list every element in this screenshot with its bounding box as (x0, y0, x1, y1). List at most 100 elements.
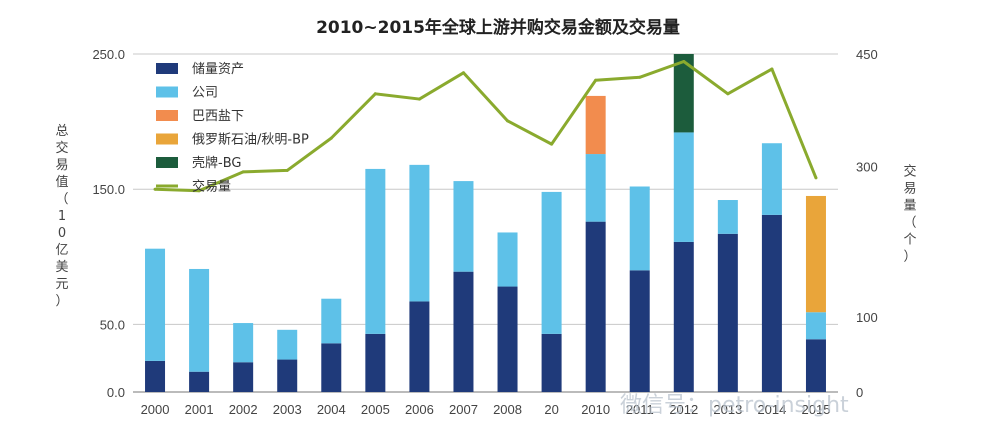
x-tick-label: 2014 (757, 402, 786, 417)
bar-2010-series-1 (585, 154, 606, 222)
bar-2012-series-1 (673, 132, 694, 242)
legend-label-3: 俄罗斯石油/秋明-BP (192, 133, 309, 148)
line-point-2003 (285, 168, 289, 172)
line-point-2005 (373, 92, 377, 96)
bar-2009-series-1 (541, 191, 562, 334)
line-point-2004 (329, 136, 333, 140)
y-axis-left-label-text: 总交易值（ 1 0 亿美元） (55, 124, 68, 309)
bar-2014-series-1 (761, 143, 782, 215)
legend-label-2: 巴西盐下 (192, 109, 244, 124)
y-left-tick-label: 50.0 (100, 317, 125, 332)
bar-2009-series-0 (541, 333, 562, 392)
chart-title: 2010~2015年全球上游并购交易金额及交易量 (316, 17, 680, 38)
bar-2015-series-1 (805, 312, 826, 340)
line-point-2001 (197, 189, 201, 193)
y-right-tick-label: 0 (856, 385, 863, 400)
bar-2000-series-1 (145, 248, 166, 361)
y-axis-left-label: 总交易值（ 1 0 亿美元） (55, 124, 68, 309)
legend-swatch-3 (156, 133, 178, 145)
legend-swatch-0 (156, 63, 178, 74)
bar-2000-series-0 (145, 360, 166, 392)
y-axis-right-label-text: 交易量（个） (903, 164, 916, 265)
bar-2014-series-0 (761, 214, 782, 392)
y-right-tick-label: 100 (856, 310, 878, 325)
y-axis-left: 0.0 50.0 150.0 250.0 (92, 47, 125, 400)
x-tick-label: 2002 (229, 402, 258, 417)
bar-2013-series-0 (717, 233, 738, 392)
x-tick-label: 2010 (581, 402, 610, 417)
bar-2013-series-1 (717, 200, 738, 234)
line-point-2015 (814, 176, 818, 180)
y-left-tick-label: 250.0 (92, 47, 125, 62)
watermark-text: 微信号：petro-insight (620, 393, 849, 418)
bar-2001-series-1 (189, 268, 210, 372)
line-point-2011 (638, 75, 642, 79)
bar-2004-series-0 (321, 343, 342, 392)
x-tick-label: 2011 (626, 402, 654, 417)
x-tick-label: 2006 (405, 402, 434, 417)
legend-label-line: 交易量 (192, 179, 231, 195)
bar-2010-series-2 (585, 95, 606, 155)
legend-swatch-1 (156, 86, 178, 98)
legend-label-4: 壳牌-BG (192, 155, 241, 171)
line-point-2008 (506, 119, 510, 123)
x-tick-label: 2003 (273, 402, 302, 417)
x-tick-label: 2007 (449, 402, 478, 417)
x-tick-label: 2005 (361, 402, 390, 417)
legend-label-1: 公司 (192, 86, 218, 101)
legend-swatch-2 (156, 110, 178, 121)
bar-2003-series-0 (277, 359, 298, 392)
y-right-tick-label: 450 (856, 47, 878, 62)
line-point-2000 (153, 187, 157, 191)
bar-2010-series-0 (585, 221, 606, 392)
line-series (153, 60, 818, 193)
line-point-2009 (550, 142, 554, 146)
line-point-2006 (417, 97, 421, 101)
y-axis-right: 0 100 300 450 (856, 47, 878, 400)
bar-2004-series-1 (321, 298, 342, 344)
x-tick-label: 2015 (802, 402, 831, 417)
bar-2001-series-0 (189, 371, 210, 392)
x-tick-label: 20 (544, 402, 558, 417)
bar-2005-series-1 (365, 168, 386, 334)
bar-2007-series-0 (453, 271, 474, 392)
bar-2011-series-1 (629, 186, 650, 271)
x-tick-label: 2008 (493, 402, 522, 417)
bar-2011-series-0 (629, 270, 650, 392)
bar-series (145, 54, 826, 392)
legend-label-0: 储量资产 (192, 62, 244, 77)
y-left-tick-label: 0.0 (107, 385, 125, 400)
line-point-2014 (770, 67, 774, 71)
bar-2007-series-1 (453, 181, 474, 272)
line-point-2002 (241, 170, 245, 174)
x-tick-label: 2000 (141, 402, 170, 417)
line-point-2010 (594, 78, 598, 82)
y-right-tick-label: 300 (856, 160, 878, 175)
y-left-tick-label: 150.0 (92, 182, 125, 197)
bar-2002-series-1 (233, 323, 254, 363)
line-deals (154, 60, 818, 193)
x-tick-label: 2004 (317, 402, 346, 417)
line-point-2013 (726, 92, 730, 96)
bar-2005-series-0 (365, 333, 386, 392)
legend-swatch-4 (156, 157, 178, 168)
bar-2012-series-4 (673, 54, 694, 133)
bar-2015-series-0 (805, 339, 826, 392)
x-tick-label: 2012 (669, 402, 698, 417)
line-point-2012 (682, 60, 686, 64)
bar-2003-series-1 (277, 329, 298, 360)
x-tick-label: 2013 (713, 402, 742, 417)
x-tick-label: 2001 (185, 402, 214, 417)
bar-2015-series-3 (805, 195, 826, 313)
bar-2008-series-1 (497, 232, 518, 287)
x-axis: 2000 2001 2002 2003 2004 2005 2006 2007 2008 20 20… (141, 402, 831, 417)
y-axis-right-label: 交易量（个） (903, 164, 916, 265)
line-point-2007 (461, 71, 465, 75)
bar-2006-series-1 (409, 164, 430, 302)
bar-2012-series-0 (673, 241, 694, 392)
bar-2006-series-0 (409, 301, 430, 392)
bar-2008-series-0 (497, 286, 518, 392)
